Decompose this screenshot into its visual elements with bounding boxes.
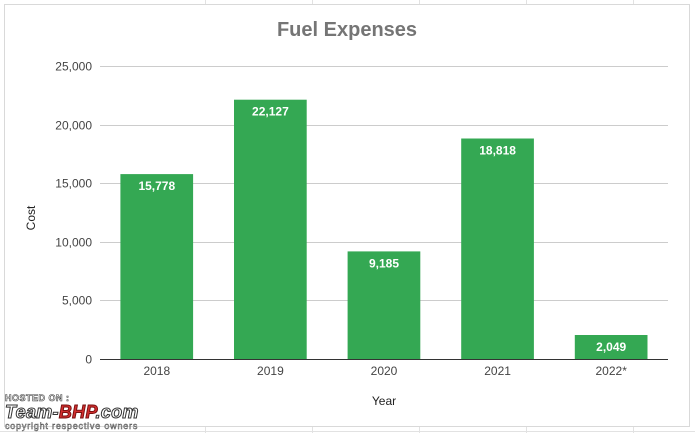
watermark-brand-prefix: Team- xyxy=(5,402,60,423)
x-tick-label: 2021 xyxy=(484,364,511,378)
bar-2020 xyxy=(347,251,421,359)
watermark-brand-accent: BHP xyxy=(58,402,96,423)
y-tick-label: 0 xyxy=(85,353,92,367)
data-label: 18,818 xyxy=(479,144,516,158)
x-tick-label: 2022* xyxy=(596,364,628,378)
data-label: 2,049 xyxy=(596,340,626,354)
x-tick-label: 2018 xyxy=(143,364,170,378)
bar-2021 xyxy=(461,138,534,359)
data-label: 22,127 xyxy=(252,105,289,119)
y-tick-label: 25,000 xyxy=(55,60,92,74)
bar-2022 xyxy=(574,335,648,359)
gridlines xyxy=(100,66,668,301)
watermark-brand-suffix: .com xyxy=(95,402,139,423)
bar-2018 xyxy=(120,174,194,359)
x-tick-label: 2020 xyxy=(371,364,398,378)
watermark-hosted-text: HOSTED ON : xyxy=(5,393,70,404)
y-tick-label: 20,000 xyxy=(55,119,92,133)
x-axis-title: Year xyxy=(372,394,396,408)
chart-title: Fuel Expenses xyxy=(277,19,417,41)
watermark-copyright: copyright respective owners xyxy=(5,421,139,432)
y-axis-title: Cost xyxy=(24,205,38,230)
data-label: 9,185 xyxy=(369,256,399,270)
axes: 0 5,000 10,000 15,000 20,000 25,000 2018 2019 20… xyxy=(55,60,668,378)
team-bhp-watermark: HOSTED ON : Team-BHP.com copyright respe… xyxy=(5,393,205,432)
y-tick-label: 10,000 xyxy=(55,236,92,250)
sheet-gridline xyxy=(0,431,695,432)
data-label: 15,778 xyxy=(138,179,175,193)
y-tick-label: 15,000 xyxy=(55,177,92,191)
bars: 15,778 22,127 9,185 18,818 2,049 xyxy=(120,99,648,359)
watermark-brand: Team-BHP.com xyxy=(5,402,139,423)
x-tick-label: 2019 xyxy=(257,364,284,378)
y-tick-label: 5,000 xyxy=(62,294,92,308)
bar-2019 xyxy=(234,99,307,359)
